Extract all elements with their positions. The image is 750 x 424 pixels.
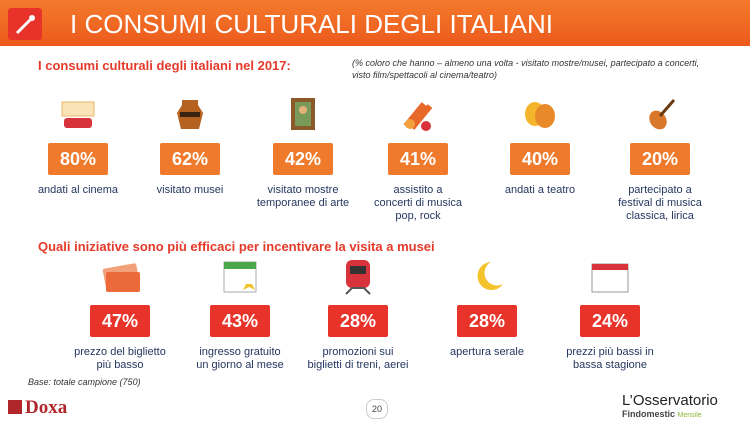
item-label: visitato mostre temporanee di arte	[238, 184, 368, 210]
icon	[640, 96, 680, 136]
value-box: 40%	[510, 143, 570, 175]
icon-graphic	[102, 263, 140, 292]
icon	[220, 258, 260, 298]
label-line: un giorno al mese	[196, 359, 284, 371]
label-line: più basso	[96, 359, 144, 371]
logo-title: L’Osservatorio	[622, 392, 718, 409]
item-label: prezzo del biglietto più basso	[55, 346, 185, 372]
label-line: promozioni sui	[322, 346, 394, 358]
label-line: visitato musei	[156, 184, 224, 196]
header-icon	[8, 8, 42, 40]
item-label: apertura serale	[422, 346, 552, 359]
label-line: apertura serale	[450, 346, 524, 358]
item-label: visitato musei	[125, 184, 255, 197]
logo-tag: Mensile	[677, 412, 702, 419]
value-box: 62%	[160, 143, 220, 175]
label-line: andati al cinema	[37, 184, 119, 196]
item-label: promozioni sui biglietti di treni, aerei	[293, 346, 423, 372]
icon-graphic	[291, 98, 315, 130]
item-label: partecipato a festival di musica classica,…	[595, 184, 725, 223]
label-line: assistito a	[393, 184, 443, 196]
icon	[100, 258, 140, 298]
value-box: 42%	[273, 143, 333, 175]
label-line: partecipato a	[628, 184, 692, 196]
label-line: visitato mostre	[267, 184, 339, 196]
label-line: ingresso gratuito	[199, 346, 281, 358]
icon	[590, 258, 630, 298]
logo-sub-text: Findomestic	[622, 409, 676, 419]
icon	[338, 258, 378, 298]
label-line: andati a teatro	[504, 184, 576, 196]
icon	[467, 258, 507, 298]
item-label: ingresso gratuito un giorno al mese	[175, 346, 305, 372]
label-line: concerti di musica	[373, 197, 463, 209]
label-line: bassa stagione	[573, 359, 647, 371]
value-box: 80%	[48, 143, 108, 175]
label-line: prezzo del biglietto	[74, 346, 166, 358]
value-box: 43%	[210, 305, 270, 337]
icon-graphic	[477, 262, 503, 290]
item-label: prezzi più bassi in bassa stagione	[545, 346, 675, 372]
logo-sub: Findomestic Mensile	[622, 409, 746, 419]
item-label: andati a teatro	[475, 184, 605, 197]
icon-graphic	[61, 101, 95, 128]
value-box: 47%	[90, 305, 150, 337]
icon	[520, 96, 560, 136]
icon-graphic	[223, 261, 257, 293]
note-line: visto film/spettacoli al cinema/teatro)	[352, 70, 498, 80]
item-label: andati al cinema	[13, 184, 143, 197]
icon	[170, 96, 210, 136]
item-label: assistito a concerti di musica pop, rock	[353, 184, 483, 223]
section-title: I consumi culturali degli italiani nel 2…	[38, 58, 291, 73]
icon-graphic	[649, 99, 676, 130]
logo-right: L’Osservatorio Findomestic Mensile	[622, 392, 746, 419]
label-line: prezzi più bassi in	[566, 346, 654, 358]
value-box: 28%	[328, 305, 388, 337]
icon	[283, 96, 323, 136]
icon-graphic	[345, 260, 371, 295]
header-bar	[0, 0, 750, 46]
base-note: Base: totale campione (750)	[28, 377, 141, 387]
wand-icon	[15, 15, 35, 35]
label-line: temporanee di arte	[256, 197, 350, 209]
value-box: 20%	[630, 143, 690, 175]
logo-text: Doxa	[25, 397, 68, 418]
icon-graphic	[403, 102, 433, 131]
icon-graphic	[525, 102, 555, 128]
header-title: I CONSUMI CULTURALI DEGLI ITALIANI	[70, 9, 554, 39]
label-line: biglietti di treni, aerei	[307, 359, 409, 371]
label-line: pop, rock	[395, 210, 441, 222]
value-box: 28%	[457, 305, 517, 337]
icon-graphic	[591, 263, 629, 293]
note-line: (% coloro che hanno – almeno una volta -…	[352, 58, 700, 68]
label-line: classica, lirica	[626, 210, 694, 222]
icon	[58, 96, 98, 136]
section-title: Quali iniziative sono più efficaci per i…	[38, 239, 435, 254]
logo-left: Doxa	[8, 397, 67, 419]
value-box: 24%	[580, 305, 640, 337]
value-box: 41%	[388, 143, 448, 175]
note: (% coloro che hanno – almeno una volta -…	[352, 57, 699, 81]
icon	[398, 96, 438, 136]
icon-graphic	[177, 100, 203, 129]
page-number: 20	[366, 399, 388, 419]
label-line: festival di musica	[618, 197, 702, 209]
